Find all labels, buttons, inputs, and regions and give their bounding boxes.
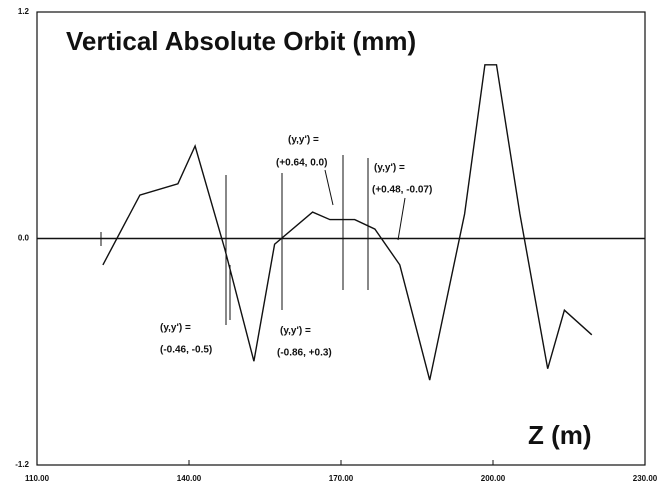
y-tick-label: 1.2 — [18, 7, 30, 16]
x-tick-label: 140.00 — [177, 474, 202, 483]
y-tick-label: 0.0 — [18, 234, 30, 243]
annotation: (y,y') = — [160, 323, 191, 334]
marker-lines — [100, 155, 406, 325]
annotation: (-0.86, +0.3) — [277, 348, 332, 359]
arrow — [397, 197, 406, 241]
data-line — [102, 64, 593, 381]
annotation: (y,y') = — [280, 326, 311, 337]
annotation: (-0.46, -0.5) — [160, 345, 212, 356]
arrow — [324, 169, 334, 206]
annotation: (y,y') = — [374, 163, 405, 174]
x-tick-label: 170.00 — [329, 474, 354, 483]
x-tick-label: 110.00 — [25, 474, 50, 483]
chart-title: Vertical Absolute Orbit (mm) — [66, 26, 416, 56]
annotation: (+0.64, 0.0) — [276, 158, 327, 169]
y-tick-label: -1.2 — [15, 460, 29, 469]
annotation: (y,y') = — [288, 135, 319, 146]
x-tick-label: 200.00 — [481, 474, 506, 483]
annotation: (+0.48, -0.07) — [372, 185, 432, 196]
x-tick-label: 230.00 — [633, 474, 658, 483]
x-axis-label: Z (m) — [528, 420, 592, 450]
